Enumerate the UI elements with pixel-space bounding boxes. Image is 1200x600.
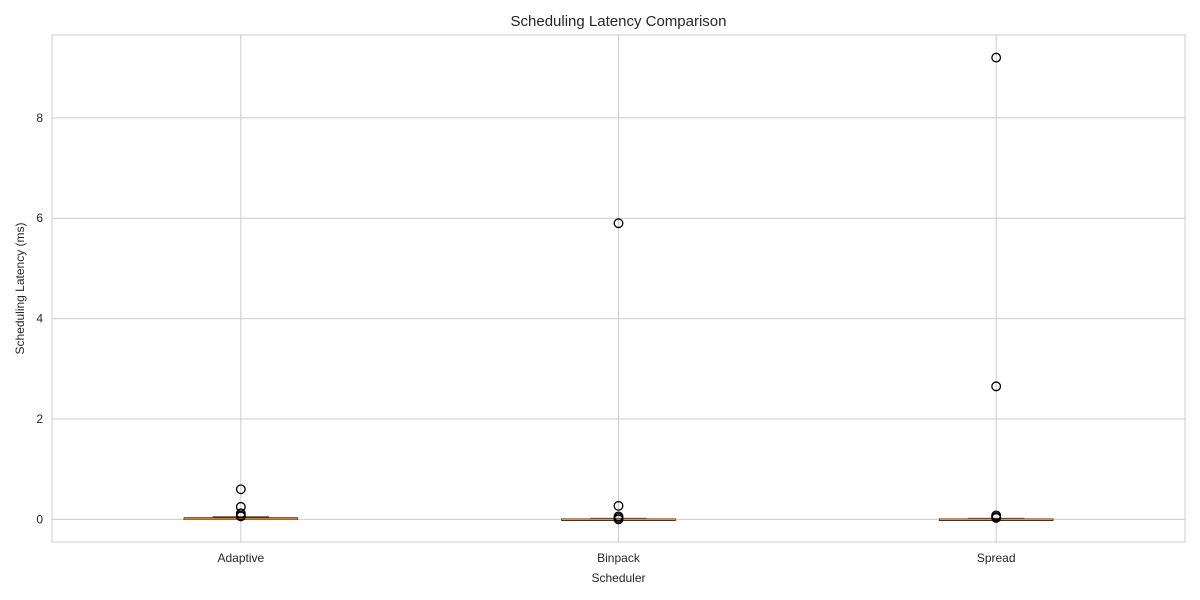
chart-title: Scheduling Latency Comparison (511, 13, 727, 30)
flier-point (991, 52, 1002, 63)
x-tick-label: Adaptive (217, 551, 264, 565)
box-group-binpack (561, 218, 676, 525)
y-tick-label: 2 (36, 412, 43, 426)
y-tick-label: 0 (36, 512, 43, 526)
flier-point (991, 381, 1002, 392)
grid-layer (52, 35, 1185, 542)
flier-point (613, 218, 624, 229)
plot-area-frame (51, 34, 1186, 543)
y-tick-label: 4 (36, 312, 43, 326)
x-axis-label: Scheduler (591, 571, 645, 585)
y-axis-label: Scheduling Latency (ms) (13, 222, 27, 354)
box-layer (183, 52, 1054, 525)
flier-point (991, 512, 1002, 523)
y-tick-label: 8 (36, 111, 43, 125)
y-tick-label: 6 (36, 211, 43, 225)
flier-point (613, 500, 624, 511)
box-group-spread (938, 52, 1054, 523)
x-tick-label: Binpack (597, 551, 641, 565)
box-group-adaptive (183, 484, 299, 522)
flier-point (235, 511, 246, 522)
tick-layer: 0 2 4 6 8 Adaptive Binpack Spread (36, 111, 1015, 565)
flier-point (613, 514, 624, 525)
x-tick-label: Spread (977, 551, 1016, 565)
flier-point (235, 484, 246, 495)
